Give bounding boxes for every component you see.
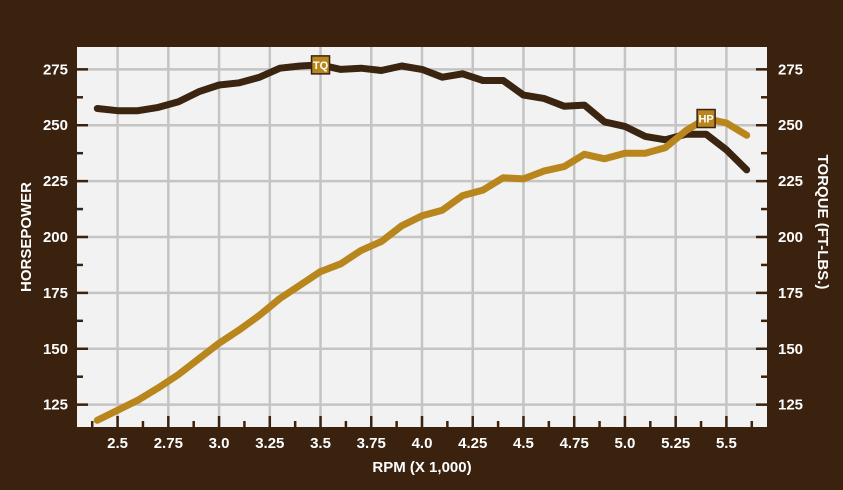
x-tick-label: 3.75	[357, 435, 386, 452]
x-tick-label: 4.0	[412, 435, 433, 452]
left-y-tick-label: 225	[43, 173, 68, 190]
right-y-tick-label: 125	[778, 397, 803, 414]
x-tick-label: 4.75	[560, 435, 589, 452]
x-tick-label: 3.5	[310, 435, 331, 452]
series-marker-box	[696, 108, 716, 129]
left-y-axis-title: HORSEPOWER	[18, 182, 35, 292]
x-tick-label: 2.5	[107, 435, 128, 452]
x-tick-label: 3.25	[255, 435, 284, 452]
x-tick-label: 5.5	[716, 435, 737, 452]
right-y-tick-label: 175	[778, 285, 803, 302]
left-y-tick-label: 275	[43, 61, 68, 78]
series-markers: TQ HP	[310, 55, 716, 129]
x-tick-label: 2.75	[154, 435, 183, 452]
x-tick-label: 4.25	[458, 435, 487, 452]
right-y-tick-label: 200	[778, 229, 803, 246]
series-marker-hp: HP	[696, 108, 716, 129]
series-marker-label: HP	[698, 114, 713, 126]
series-marker-label: TQ	[313, 60, 329, 72]
left-y-tick-label: 125	[43, 397, 68, 414]
right-y-tick-label: 225	[778, 173, 803, 190]
left-y-tick-label: 150	[43, 341, 68, 358]
right-y-axis-title: TORQUE (FT-LBS.)	[814, 155, 831, 290]
right-y-tick-label: 275	[778, 61, 803, 78]
right-y-tick-label: 250	[778, 117, 803, 134]
series-line-tq	[93, 61, 751, 174]
x-tick-label: 3.0	[209, 435, 230, 452]
x-tick-label: 4.5	[513, 435, 534, 452]
x-tick-label: 5.0	[615, 435, 636, 452]
series-marker-box	[310, 55, 331, 75]
grid	[77, 47, 767, 427]
right-y-tick-label: 150	[778, 341, 803, 358]
x-tick-label: 5.25	[661, 435, 690, 452]
left-y-tick-label: 250	[43, 117, 68, 134]
left-y-tick-label: 175	[43, 285, 68, 302]
series-lines	[93, 61, 751, 424]
left-y-tick-label: 200	[43, 229, 68, 246]
series-marker-tq: TQ	[310, 55, 331, 75]
x-axis-title: RPM (X 1,000)	[372, 459, 471, 476]
series-line-hp	[93, 115, 751, 424]
tick-marks	[77, 68, 767, 427]
tick-labels: 2.5 2.75 3.0 3.25 3.5 3.75 4.0 4.25 4.5 4.75 5.0 5.…	[43, 61, 803, 452]
